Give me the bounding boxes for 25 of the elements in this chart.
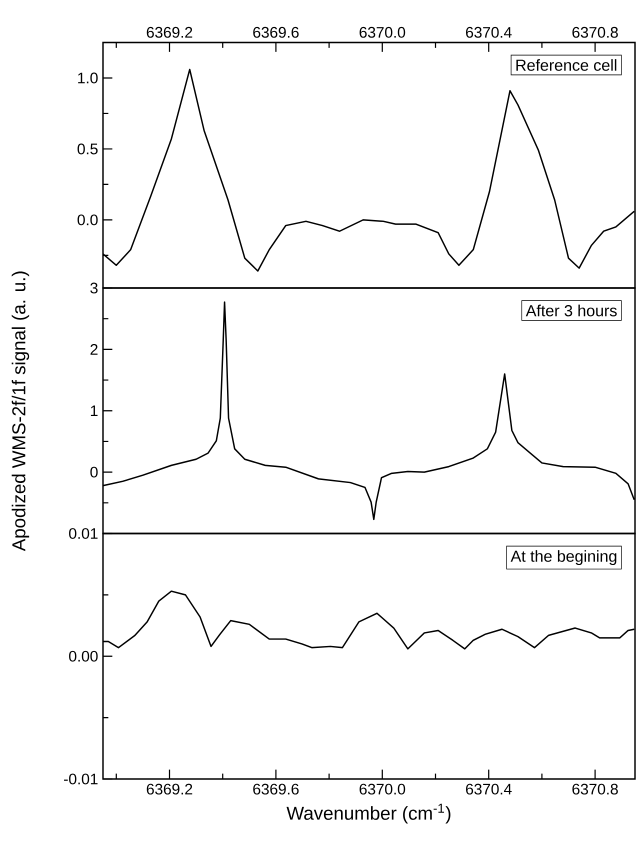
x-tick-label: 6370.0 bbox=[360, 26, 406, 38]
x-tick-label: 6369.2 bbox=[146, 784, 192, 795]
y-tick-label: 0.01 bbox=[69, 528, 98, 539]
x-tick-label: 6370.8 bbox=[572, 784, 618, 795]
annotation: Reference cell bbox=[516, 59, 616, 71]
x-tick-label: 6369.6 bbox=[253, 26, 299, 38]
y-tick-label: -0.01 bbox=[64, 774, 98, 784]
x-tick-label: 6370.8 bbox=[572, 26, 618, 38]
x-tick-label: 6369.2 bbox=[146, 26, 192, 38]
x-tick-label: 6370.4 bbox=[466, 26, 512, 38]
x-tick-label: 6369.6 bbox=[253, 784, 299, 795]
y-tick-label: 0.00 bbox=[69, 650, 98, 662]
y-tick-label: 2 bbox=[90, 344, 98, 355]
x-tick-label: 6370.4 bbox=[466, 784, 512, 795]
annotation: At the begining bbox=[510, 550, 616, 566]
y-tick-label: 1.0 bbox=[78, 72, 98, 84]
annotation: After 3 hours bbox=[526, 304, 617, 316]
y-tick-label: 1 bbox=[90, 405, 98, 416]
x-tick-label: 6370.0 bbox=[360, 784, 406, 795]
y-tick-label: 0.0 bbox=[78, 214, 98, 226]
x-axis-title: Wavenumber (cm$^{-1}$) bbox=[286, 804, 450, 824]
y-tick-label: 3 bbox=[90, 282, 98, 294]
y-tick-label: 0.5 bbox=[78, 144, 98, 154]
y-axis-title: Apodized WMS-2f/1f signal (a. u.) bbox=[12, 272, 30, 552]
y-tick-label: 0 bbox=[90, 466, 98, 478]
